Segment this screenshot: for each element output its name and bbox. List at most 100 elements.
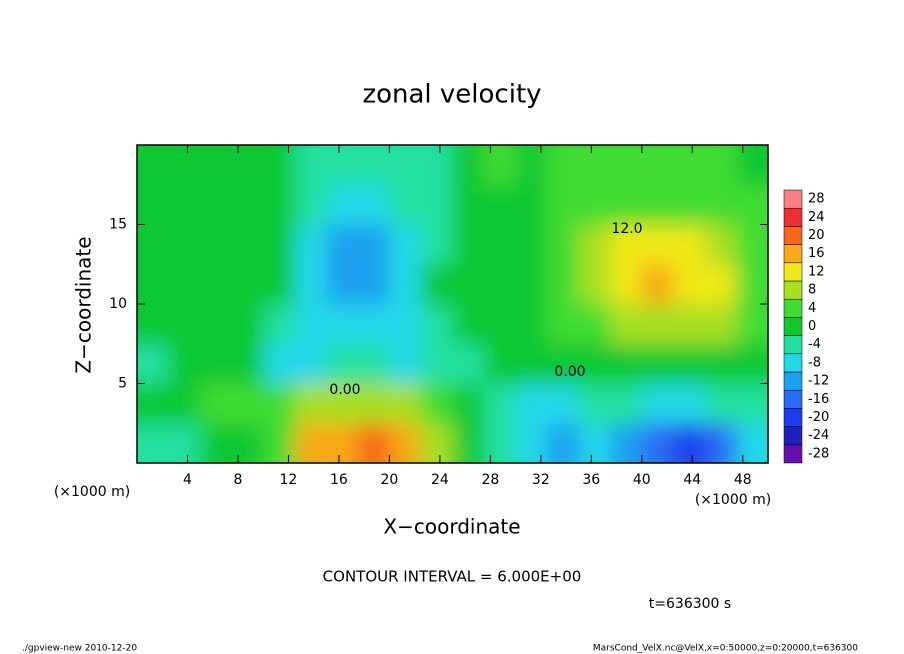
colorbar-box (783, 444, 803, 464)
field-cell (484, 224, 517, 265)
field-cell (484, 304, 517, 345)
field-cell (610, 224, 643, 265)
field-cell (263, 145, 296, 186)
field-cell (294, 224, 327, 265)
field-cell (137, 184, 170, 225)
field-cell (326, 224, 359, 265)
y-tick-label: 5 (118, 376, 127, 392)
field-cell (641, 184, 674, 225)
colorbar-label: 12 (808, 264, 825, 279)
field-cell (484, 343, 517, 384)
colorbar-box (783, 244, 803, 264)
field-cell (263, 423, 296, 463)
colorbar-box (783, 298, 803, 318)
colorbar-label: 4 (808, 301, 816, 316)
field-cell (578, 383, 611, 424)
field-cell (231, 264, 264, 305)
field-cell (137, 304, 170, 345)
field-cell (452, 423, 485, 463)
colorbar-label: 16 (808, 246, 825, 261)
field-cell (420, 423, 453, 463)
field-cell (578, 264, 611, 305)
field-cell (357, 343, 390, 384)
field-cell (357, 304, 390, 345)
field-cell (736, 383, 768, 424)
colorbar-label: -12 (808, 374, 829, 389)
colorbar-box (783, 371, 803, 391)
field-cell (326, 383, 359, 424)
field-cell (200, 145, 233, 186)
field-cell (641, 145, 674, 186)
field-cell (484, 184, 517, 225)
field-cell (357, 264, 390, 305)
field-cell (389, 145, 422, 186)
colorbar-label: -20 (808, 410, 829, 425)
field-cell (231, 383, 264, 424)
x-axis-label: X−coordinate (383, 515, 520, 539)
contour-label: 12.0 (611, 221, 642, 237)
field-cell (610, 423, 643, 463)
field-cell (263, 184, 296, 225)
field-cell (231, 145, 264, 186)
field-cell (452, 184, 485, 225)
field-cell (357, 145, 390, 186)
field-cell (578, 423, 611, 463)
field-cell (326, 343, 359, 384)
field-cell (673, 224, 706, 265)
field-cell (168, 343, 201, 384)
field-cell (641, 343, 674, 384)
field-cell (704, 184, 737, 225)
field-cell (673, 343, 706, 384)
field-cell (673, 383, 706, 424)
field-cell (168, 264, 201, 305)
field-cell (736, 304, 768, 345)
field-cell (326, 184, 359, 225)
field-cell (484, 145, 517, 186)
field-cell (673, 145, 706, 186)
field-cell (263, 383, 296, 424)
field-cell (420, 304, 453, 345)
field-cell (137, 224, 170, 265)
field-cell (231, 423, 264, 463)
field-cell (168, 383, 201, 424)
field-cell (610, 145, 643, 186)
field-cell (547, 304, 580, 345)
colorbar-label: -16 (808, 392, 829, 407)
field-cell (389, 224, 422, 265)
field-cell (389, 304, 422, 345)
field-cell (704, 304, 737, 345)
field-cell (515, 264, 548, 305)
field-cell (736, 264, 768, 305)
field-cell (547, 264, 580, 305)
field-cell (452, 383, 485, 424)
field-cell (137, 343, 170, 384)
field-cell (200, 224, 233, 265)
field-cell (231, 224, 264, 265)
field-cell (547, 423, 580, 463)
colorbar-label: -28 (808, 446, 829, 461)
contour-label: 0.00 (329, 382, 360, 398)
field-cell (578, 184, 611, 225)
field-cell (704, 423, 737, 463)
field-cell (736, 343, 768, 384)
colorbar-label: 24 (808, 210, 825, 225)
y-unit-label: (×1000 m) (54, 484, 130, 500)
field-cell (200, 184, 233, 225)
field-clip (137, 145, 768, 463)
field-cell (515, 383, 548, 424)
colorbar-box (783, 207, 803, 227)
field-cell (673, 304, 706, 345)
field-cell (673, 264, 706, 305)
y-tick-label: 15 (109, 217, 127, 233)
field-cell (200, 383, 233, 424)
chart-title: zonal velocity (362, 80, 541, 110)
colorbar-label: 20 (808, 228, 825, 243)
field-cell (641, 224, 674, 265)
field-cell (200, 264, 233, 305)
colorbar-box (783, 262, 803, 282)
colorbar-box (783, 408, 803, 427)
field-cell (578, 224, 611, 265)
field-cell (547, 145, 580, 186)
field-cell (736, 423, 768, 463)
